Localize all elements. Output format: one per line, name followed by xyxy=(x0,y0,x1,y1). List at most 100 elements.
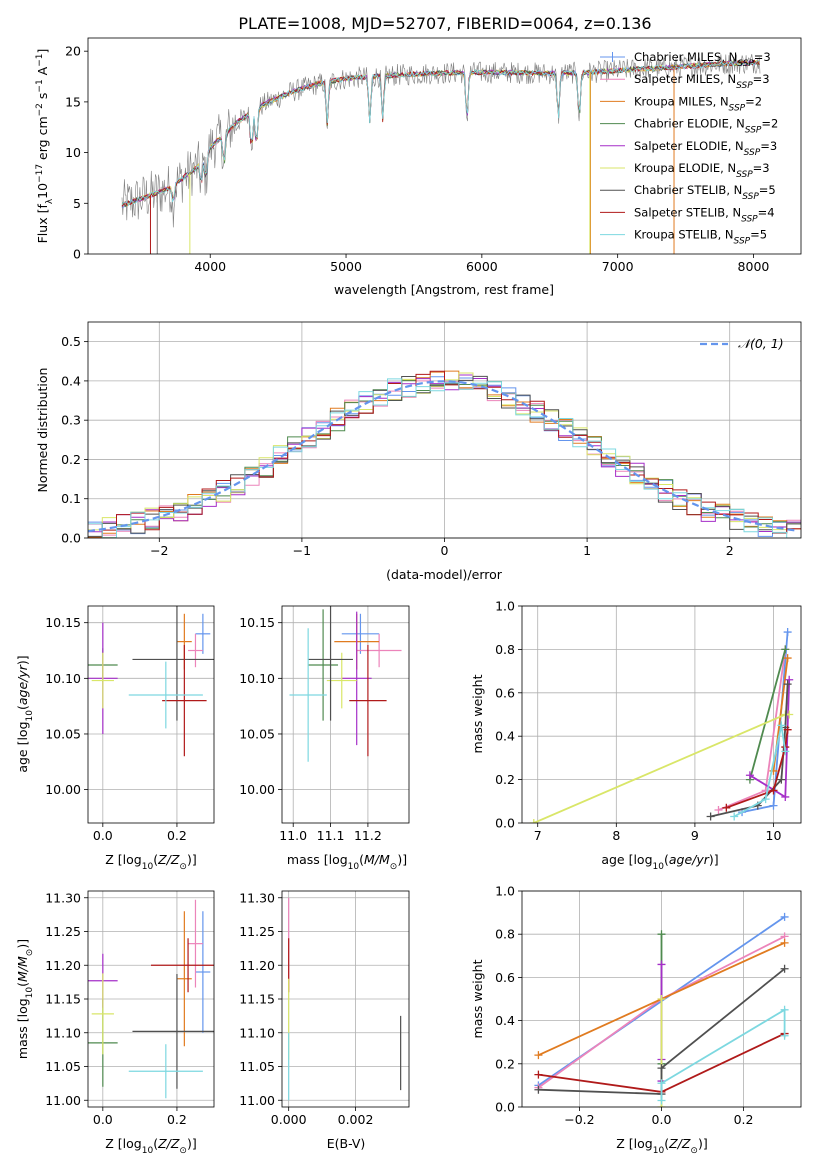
weight-marker xyxy=(780,1031,789,1040)
x-tick-label: 0.002 xyxy=(338,1112,374,1127)
weight-vs-age-axes: 7 8 9 10 0.0 0.2 0.4 0.6 0.8 1.0 age [log10(age/yr… xyxy=(470,599,802,872)
weight-marker xyxy=(657,960,666,969)
x-tick-label: 8 xyxy=(612,828,620,843)
x-tick-label: 0.2 xyxy=(167,828,187,843)
weight-marker xyxy=(783,654,792,663)
weight-marker xyxy=(657,1064,666,1073)
y-axis-label: mass [log10(M/M⊙)] xyxy=(15,939,35,1059)
y-tick-label: 1.0 xyxy=(495,884,515,899)
weight-marker xyxy=(783,725,792,734)
weight-marker xyxy=(777,721,786,730)
y-tick-label: 0.6 xyxy=(495,685,515,700)
x-tick-label: 7 xyxy=(534,828,542,843)
y-tick-label: 0.4 xyxy=(61,373,81,388)
y-tick-label: 0.4 xyxy=(495,729,515,744)
weight-marker xyxy=(657,1079,666,1088)
y-tick-label: 0.0 xyxy=(495,816,515,831)
y-tick-label: 0.0 xyxy=(61,531,81,546)
y-tick-label: 11.30 xyxy=(45,890,81,905)
x-tick-label: 9 xyxy=(691,828,699,843)
legend-label: Salpeter MILES, NSSP=3 xyxy=(634,72,770,91)
x-tick-label: 5000 xyxy=(330,259,362,274)
plot-area xyxy=(88,606,214,757)
weight-marker xyxy=(534,1085,543,1094)
weight-marker xyxy=(534,1070,543,1079)
legend-label: Kroupa STELIB, NSSP=5 xyxy=(634,228,767,247)
y-tick-label: 11.30 xyxy=(239,890,275,905)
y-tick-label: 10.15 xyxy=(239,615,275,630)
weight-marker xyxy=(780,938,789,947)
plot-area xyxy=(534,912,789,1107)
axes-frame xyxy=(87,37,802,255)
weight-marker xyxy=(783,628,792,637)
weight-marker xyxy=(534,1051,543,1060)
weight-marker xyxy=(780,964,789,973)
y-tick-label: 0.8 xyxy=(495,642,515,657)
weight-marker xyxy=(781,645,790,654)
y-tick-label: 11.05 xyxy=(45,1059,81,1074)
x-tick-label: 4000 xyxy=(194,259,226,274)
x-tick-label: 0.0 xyxy=(652,1112,672,1127)
x-tick-label: 0.2 xyxy=(734,1112,754,1127)
legend-label: Kroupa ELODIE, NSSP=3 xyxy=(634,161,770,180)
y-tick-label: 11.05 xyxy=(239,1059,275,1074)
figure-title: PLATE=1008, MJD=52707, FIBERID=0064, z=0… xyxy=(238,14,651,33)
y-tick-label: 10.00 xyxy=(239,782,275,797)
age-vs-mass-axes: 11.0 11.1 11.2 10.00 10.05 10.10 10.15 mass [lo… xyxy=(239,605,410,872)
y-tick-label: 11.15 xyxy=(239,992,275,1007)
weight-marker xyxy=(714,805,723,814)
x-axis-label: Z [log10(Z/Z⊙)] xyxy=(616,1136,707,1156)
x-axis-label: E(B-V) xyxy=(327,1136,366,1151)
weight-marker xyxy=(769,786,778,795)
mass-vs-ebv-axes: 0.000 0.002 11.00 11.05 11.10 11.15 11.20 11.25… xyxy=(239,890,410,1151)
legend: Chabrier MILES, NSSP=3 Salpeter MILES, NS… xyxy=(600,50,778,247)
legend-label: Kroupa MILES, NSSP=2 xyxy=(634,94,762,113)
weight-marker xyxy=(745,771,754,780)
x-axis-label: Z [log10(Z/Z⊙)] xyxy=(105,1136,196,1156)
x-tick-label: 1 xyxy=(583,543,591,558)
y-tick-label: 10.05 xyxy=(45,726,81,741)
spectrum-model-line xyxy=(121,60,760,207)
y-tick-label: 5 xyxy=(73,196,81,211)
x-tick-label: 7000 xyxy=(602,259,634,274)
y-tick-label: 11.10 xyxy=(45,1025,81,1040)
y-tick-label: 11.15 xyxy=(45,992,81,1007)
y-tick-label: 11.20 xyxy=(45,958,81,973)
x-tick-label: 0.2 xyxy=(167,1112,187,1127)
plot-area xyxy=(288,897,402,1101)
weight-vs-Z-axes: −0.2 0.0 0.2 0.0 0.2 0.4 0.6 0.8 1.0 Z [log10(Z/Z… xyxy=(470,884,802,1156)
y-tick-label: 11.20 xyxy=(239,958,275,973)
weight-marker xyxy=(780,1005,789,1014)
y-tick-label: 11.25 xyxy=(45,924,81,939)
weight-marker xyxy=(657,1096,666,1105)
x-tick-label: −2 xyxy=(150,543,168,558)
plot-area xyxy=(88,370,801,538)
weight-marker xyxy=(781,792,790,801)
weight-line xyxy=(733,725,787,818)
y-axis-label: age [log10(age/yr)] xyxy=(15,655,35,772)
y-tick-label: 0.3 xyxy=(61,413,81,428)
legend-label: 𝒩(0, 1) xyxy=(738,336,784,351)
y-tick-label: 10.00 xyxy=(45,782,81,797)
y-tick-label: 10 xyxy=(65,145,81,160)
weight-line xyxy=(660,1008,786,1101)
y-tick-label: 0.8 xyxy=(495,927,515,942)
y-axis-label: Flux [fλ10−17 erg cm−2 s−1 A−1] xyxy=(35,49,55,244)
y-tick-label: 0 xyxy=(73,247,81,262)
x-tick-label: −0.2 xyxy=(564,1112,594,1127)
y-tick-label: 0.1 xyxy=(61,491,81,506)
y-tick-label: 11.00 xyxy=(239,1093,275,1108)
x-tick-label: 11.0 xyxy=(279,828,307,843)
x-axis-label: mass [log10(M/M⊙)] xyxy=(287,852,407,872)
x-tick-label: −1 xyxy=(293,543,311,558)
y-tick-label: 1.0 xyxy=(495,599,515,614)
x-tick-label: 6000 xyxy=(466,259,498,274)
residuals-axes: −2 −1 0 1 2 0.0 0.1 0.2 0.3 0.4 0.5 𝒩(0, 1) (data-mo… xyxy=(35,321,802,582)
legend-label: Chabrier MILES, NSSP=3 xyxy=(634,50,771,69)
weight-marker xyxy=(785,675,794,684)
weight-line xyxy=(749,649,787,780)
weight-marker xyxy=(722,803,731,812)
residual-histogram xyxy=(88,370,801,538)
y-tick-label: 11.10 xyxy=(239,1025,275,1040)
y-tick-label: 0.2 xyxy=(495,772,515,787)
